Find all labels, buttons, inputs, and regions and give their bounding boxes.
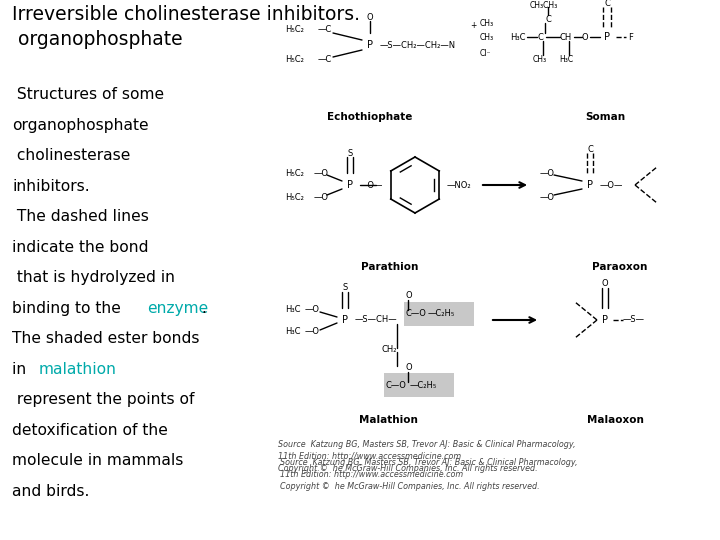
Text: Parathion: Parathion bbox=[361, 262, 419, 272]
Text: H₅C₂: H₅C₂ bbox=[285, 56, 304, 64]
Text: .: . bbox=[202, 301, 207, 315]
Text: 11th Edition: http://www.accessmedicine.com: 11th Edition: http://www.accessmedicine.… bbox=[280, 470, 463, 479]
Text: organophosphate: organophosphate bbox=[12, 30, 183, 49]
Text: Structures of some: Structures of some bbox=[12, 87, 164, 102]
Text: F: F bbox=[628, 32, 633, 42]
Text: —S—: —S— bbox=[623, 315, 645, 325]
Text: CH₃CH₃: CH₃CH₃ bbox=[530, 1, 558, 10]
Text: O: O bbox=[366, 12, 373, 22]
Text: H₃C: H₃C bbox=[285, 327, 300, 336]
Text: C: C bbox=[587, 145, 593, 153]
Text: S: S bbox=[343, 284, 348, 293]
Text: malathion: malathion bbox=[39, 362, 117, 376]
Text: —O—: —O— bbox=[600, 180, 624, 190]
Text: P: P bbox=[367, 40, 373, 50]
Text: S: S bbox=[347, 148, 353, 158]
Text: C: C bbox=[604, 0, 610, 8]
Text: P: P bbox=[602, 315, 608, 325]
Text: binding to the: binding to the bbox=[12, 301, 126, 315]
Text: P: P bbox=[342, 315, 348, 325]
Text: Source  Katzung BG, Masters SB, Trevor AJ: Basic & Clinical Pharmacology,: Source Katzung BG, Masters SB, Trevor AJ… bbox=[280, 458, 577, 467]
Text: H₅C₂: H₅C₂ bbox=[285, 192, 304, 201]
Text: Malaoxon: Malaoxon bbox=[587, 415, 644, 425]
Text: P: P bbox=[604, 32, 610, 42]
Text: —O: —O bbox=[314, 168, 329, 178]
Text: H₃C: H₃C bbox=[510, 32, 526, 42]
FancyBboxPatch shape bbox=[404, 302, 474, 326]
FancyBboxPatch shape bbox=[384, 373, 454, 397]
Text: O: O bbox=[582, 32, 589, 42]
Text: C—O: C—O bbox=[405, 309, 426, 319]
Text: —O: —O bbox=[305, 327, 320, 336]
Text: CH₃: CH₃ bbox=[480, 32, 494, 42]
Text: Copyright ©  he McGraw-Hill Companies, Inc. All rights reserved.: Copyright © he McGraw-Hill Companies, In… bbox=[280, 482, 539, 491]
Text: in: in bbox=[12, 362, 31, 376]
Text: —NO₂: —NO₂ bbox=[447, 180, 472, 190]
Text: —O: —O bbox=[540, 168, 555, 178]
Text: Soman: Soman bbox=[585, 112, 625, 122]
Text: inhibitors.: inhibitors. bbox=[12, 179, 89, 193]
Text: C: C bbox=[545, 15, 551, 24]
Text: H₃C: H₃C bbox=[559, 56, 573, 64]
Text: P: P bbox=[587, 180, 593, 190]
Text: cholinesterase: cholinesterase bbox=[12, 148, 130, 163]
Text: —C: —C bbox=[318, 56, 332, 64]
Text: CH₃: CH₃ bbox=[480, 18, 494, 28]
Text: —S—CH₂—CH₂—N: —S—CH₂—CH₂—N bbox=[380, 40, 456, 50]
Text: CH₂: CH₂ bbox=[382, 346, 397, 354]
Text: —O—: —O— bbox=[360, 180, 383, 190]
Text: Echothiophate: Echothiophate bbox=[328, 112, 413, 122]
Text: The dashed lines: The dashed lines bbox=[12, 209, 149, 224]
Text: P: P bbox=[347, 180, 353, 190]
Text: —C₂H₅: —C₂H₅ bbox=[428, 309, 455, 319]
Text: —S—CH—: —S—CH— bbox=[355, 315, 397, 325]
Text: C—O: C—O bbox=[385, 381, 406, 389]
Text: O: O bbox=[602, 280, 608, 288]
Text: Copyright ©  he McGraw-Hill Companies, Inc. All rights reserved.: Copyright © he McGraw-Hill Companies, In… bbox=[278, 464, 538, 473]
Text: Paraoxon: Paraoxon bbox=[593, 262, 648, 272]
Text: +: + bbox=[470, 21, 477, 30]
Text: —O: —O bbox=[540, 192, 555, 201]
Text: O: O bbox=[405, 363, 412, 373]
Text: H₅C₂: H₅C₂ bbox=[285, 25, 304, 35]
Text: —O: —O bbox=[305, 306, 320, 314]
Text: represent the points of: represent the points of bbox=[12, 392, 194, 407]
Text: Source  Katzung BG, Masters SB, Trevor AJ: Basic & Clinical Pharmacology,: Source Katzung BG, Masters SB, Trevor AJ… bbox=[278, 440, 575, 449]
Text: 11th Edition: http://www.accessmedicine.com: 11th Edition: http://www.accessmedicine.… bbox=[278, 452, 461, 461]
Text: —C₂H₅: —C₂H₅ bbox=[410, 381, 437, 389]
Text: detoxification of the: detoxification of the bbox=[12, 423, 168, 437]
Text: CH₃: CH₃ bbox=[533, 56, 547, 64]
Text: Cl⁻: Cl⁻ bbox=[480, 49, 492, 57]
Text: Malathion: Malathion bbox=[359, 415, 418, 425]
Text: enzyme: enzyme bbox=[148, 301, 209, 315]
Text: H₃C: H₃C bbox=[285, 306, 300, 314]
Text: H₅C₂: H₅C₂ bbox=[285, 168, 304, 178]
Text: C: C bbox=[537, 32, 543, 42]
Text: The shaded ester bonds: The shaded ester bonds bbox=[12, 331, 199, 346]
Text: CH: CH bbox=[560, 32, 572, 42]
Text: Irreversible cholinesterase inhibitors.: Irreversible cholinesterase inhibitors. bbox=[12, 5, 360, 24]
Text: and birds.: and birds. bbox=[12, 484, 89, 498]
Text: organophosphate: organophosphate bbox=[12, 118, 148, 132]
Text: —O: —O bbox=[314, 192, 329, 201]
Text: indicate the bond: indicate the bond bbox=[12, 240, 148, 254]
Text: molecule in mammals: molecule in mammals bbox=[12, 453, 184, 468]
Text: O: O bbox=[405, 292, 412, 300]
Text: that is hydrolyzed in: that is hydrolyzed in bbox=[12, 270, 175, 285]
Text: —C: —C bbox=[318, 25, 332, 35]
